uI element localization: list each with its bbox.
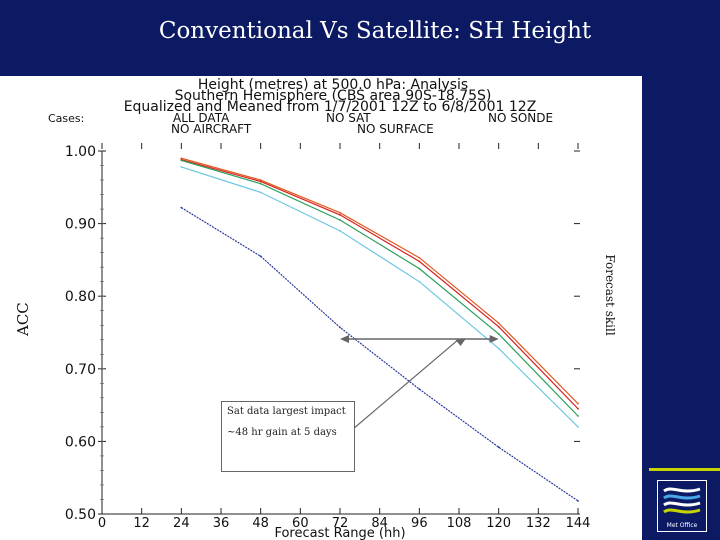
case-label-no-sat: NO SAT [326,111,371,125]
data-point [259,255,262,258]
logo-text: Met Office [666,522,698,529]
logo-accent-line [649,468,720,471]
y-tick-label: 1.00 [65,144,96,160]
data-point [418,280,421,283]
data-point [180,157,183,160]
case-label-no-aircraft: NO AIRCRAFT [171,122,252,136]
data-point [418,256,421,259]
x-tick-label: 0 [98,516,106,531]
forecast-skill-label: Forecast skill [603,254,617,336]
data-point [339,229,341,232]
data-point [577,500,579,502]
x-tick-label: 72 [332,516,349,531]
x-tick-label: 96 [411,516,428,531]
case-label-all-data: ALL DATA [173,111,230,125]
data-point [577,407,579,410]
data-point [577,415,579,417]
data-point [497,446,500,449]
data-point [259,180,262,183]
x-tick-label: 24 [173,516,190,531]
data-point [180,166,183,168]
data-point [497,322,500,324]
wave-icon [663,487,701,514]
series-line-4 [181,166,579,428]
data-point [339,211,341,214]
data-point [339,219,341,221]
data-point [577,425,579,428]
data-point [497,347,500,350]
annotation-line-2: ~48 hr gain at 5 days [227,427,337,438]
case-label-no-surface: NO SURFACE [357,122,434,136]
chart-header-line-2: Southern Hemisphere (CBS area 90S-18.75S… [175,88,492,104]
series-line-3 [181,159,579,417]
x-tick-label: 84 [371,516,388,531]
y-tick-label: 0.50 [65,507,96,523]
x-tick-label: 144 [566,516,591,531]
x-tick-label: 36 [213,516,230,531]
case-label-no-sonde: NO SONDE [488,111,553,125]
chart-header-line-1: Height (metres) at 500.0 hPa: Analysis [198,77,468,93]
data-point [418,267,421,270]
gain-arrow-head-left [340,335,349,344]
y-tick-label: 0.90 [65,217,96,233]
x-tick-label: 48 [252,516,269,531]
chart-header-line-3: Equalized and Meaned from 1/7/2001 12Z t… [124,99,537,115]
data-point [180,206,183,209]
x-tick-label: 60 [292,516,309,531]
data-point [339,326,341,329]
acc-chart: Height (metres) at 500.0 hPa: Analysis S… [48,77,591,540]
x-axis-label: Forecast Range (hh) [274,526,405,540]
gain-arrow-head-right [489,335,499,344]
data-point [339,213,341,216]
x-tick-label: 12 [133,516,150,531]
data-point [259,191,262,194]
data-point [497,333,500,335]
y-tick-label: 0.70 [65,362,96,378]
logo-band [642,76,720,540]
x-tick-label: 132 [526,516,551,531]
connector-arrow-head [455,339,466,347]
data-point [259,182,262,185]
series-line-1 [181,157,579,405]
series-line-5 [181,207,579,502]
met-office-logo: Met Office [657,480,707,532]
data-point [497,325,500,328]
annotation-line-1: Sat data largest impact [227,406,346,417]
data-point [418,388,421,391]
series-line-2 [181,159,579,410]
data-point [180,159,183,162]
data-point [259,179,262,181]
x-tick-label: 120 [486,516,511,531]
data-point [418,260,421,263]
annotation-connector [352,338,460,430]
x-tick-label: 108 [447,516,472,531]
annotation-box: Sat data largest impact ~48 hr gain at 5… [221,401,355,472]
y-tick-label: 0.60 [65,434,96,450]
y-axis-label: ACC [14,302,32,336]
cases-label: Cases: [48,112,84,125]
slide-title: Conventional Vs Satellite: SH Height [158,18,592,44]
data-point [577,402,579,405]
y-tick-label: 0.80 [65,289,96,305]
